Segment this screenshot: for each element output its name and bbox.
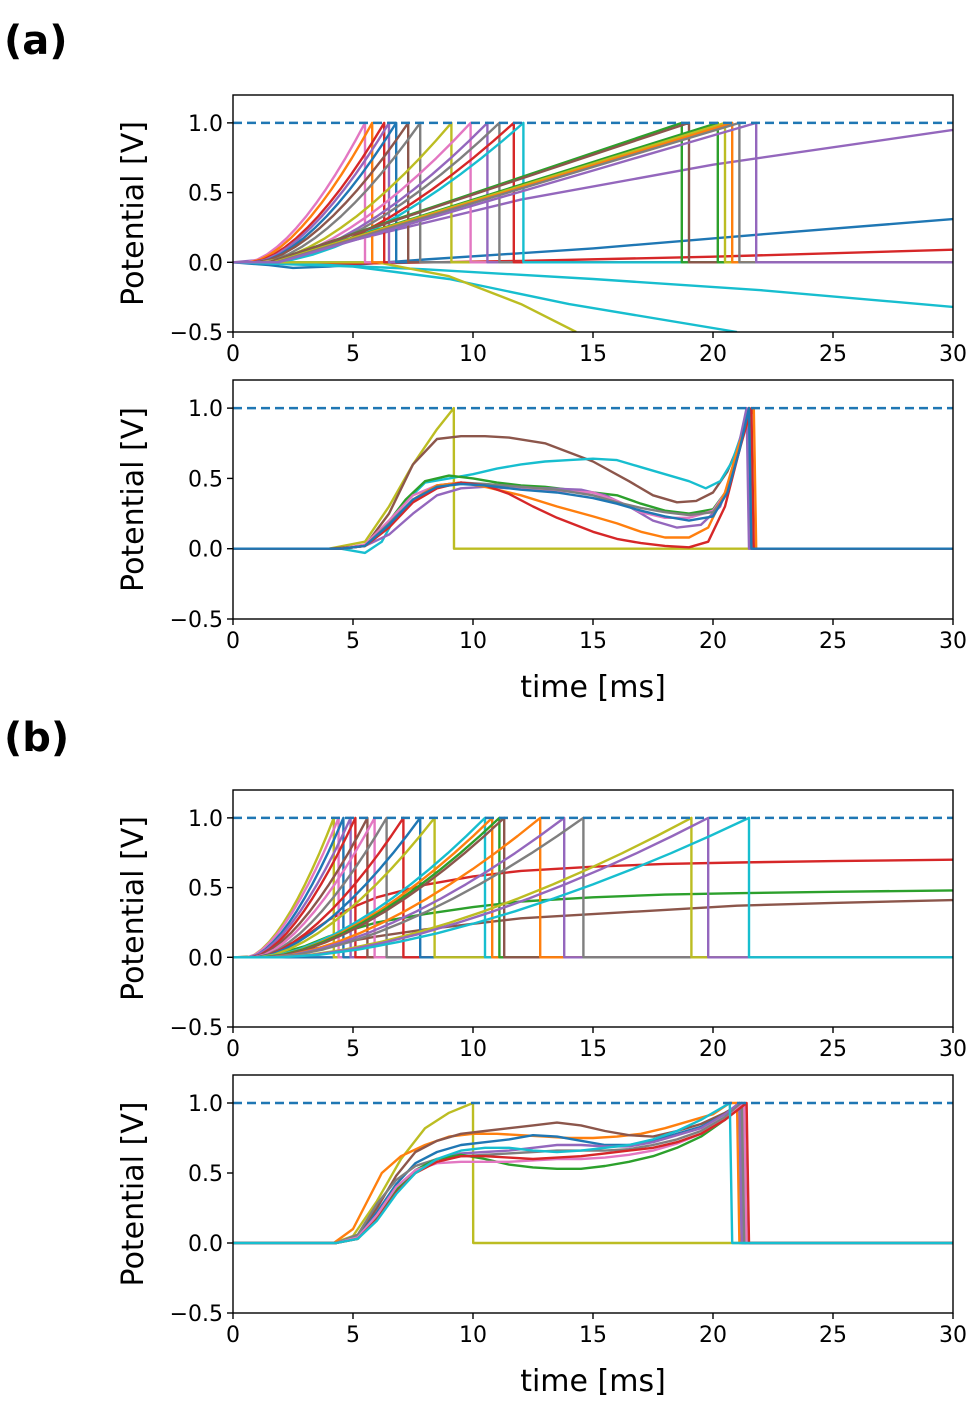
series-line-early-2 (233, 121, 953, 264)
y-tick-label: 0.0 (188, 1232, 223, 1257)
x-tick-label: 15 (579, 342, 607, 367)
x-tick-label: 20 (699, 629, 727, 654)
series-line-b-11 (233, 816, 953, 959)
series-line-green (233, 406, 953, 550)
x-tick-label: 5 (346, 342, 360, 367)
x-axis-label: time [ms] (520, 670, 666, 705)
x-tick-label: 20 (699, 342, 727, 367)
x-tick-label: 15 (579, 1037, 607, 1062)
series-line-blue (233, 1101, 953, 1245)
x-tick-label: 25 (819, 1323, 847, 1348)
y-tick-label: 1.0 (188, 807, 223, 832)
series-line-late-2 (233, 121, 953, 264)
y-tick-label: −0.5 (170, 1302, 223, 1327)
x-tick-label: 30 (939, 1323, 967, 1348)
y-tick-label: 1.0 (188, 397, 223, 422)
y-tick-label: 0.0 (188, 251, 223, 276)
y-axis-label: Potential [V] (116, 407, 151, 592)
series-line-gray (233, 406, 953, 550)
x-tick-label: 30 (939, 629, 967, 654)
series-line-cyan (233, 1101, 953, 1245)
series-line-orange (233, 1101, 953, 1245)
x-tick-label: 25 (819, 1037, 847, 1062)
y-tick-label: 0.5 (188, 1162, 223, 1187)
x-tick-label: 25 (819, 342, 847, 367)
series-line-mid-6 (233, 121, 953, 264)
panel-label-b: (b) (4, 715, 69, 761)
series-line-red (233, 406, 953, 550)
axes-frame (232, 1074, 954, 1314)
x-tick-label: 10 (459, 1037, 487, 1062)
series-line-early-4 (233, 121, 953, 264)
chart-b-top: 0 5 10 15 20 25 30 −0.5 0.0 0.5 1.0 Potential [V] (116, 789, 967, 1062)
y-axis-label: Potential [V] (116, 121, 151, 306)
series-line-brown (233, 1101, 953, 1245)
series-line-orange (233, 406, 953, 550)
series-line-gray (233, 1101, 953, 1245)
x-tick-label: 5 (346, 629, 360, 654)
x-axis-label: time [ms] (520, 1364, 666, 1399)
series-line-purple (233, 1101, 953, 1245)
x-tick-label: 15 (579, 1323, 607, 1348)
x-tick-label: 10 (459, 342, 487, 367)
y-axis-label: Potential [V] (116, 1102, 151, 1287)
series-line-b-7 (233, 816, 953, 959)
chart-a-bottom: 0 5 10 15 20 25 30 −0.5 0.0 0.5 1.0 Potential [V] ti… (116, 379, 967, 705)
y-tick-label: 0.5 (188, 182, 223, 207)
y-tick-label: −0.5 (170, 321, 223, 346)
series-line-olive-spike (233, 1101, 953, 1245)
x-tick-label: 15 (579, 629, 607, 654)
x-tick-label: 30 (939, 1037, 967, 1062)
x-tick-label: 5 (346, 1323, 360, 1348)
y-tick-label: 0.5 (188, 877, 223, 902)
series-line-green (233, 1101, 953, 1245)
x-tick-label: 30 (939, 342, 967, 367)
y-axis-label: Potential [V] (116, 816, 151, 1001)
series-line-b-18 (233, 816, 953, 959)
y-tick-label: 1.0 (188, 1092, 223, 1117)
x-tick-label: 20 (699, 1323, 727, 1348)
panel-label-a: (a) (4, 18, 68, 64)
series-line-blue (233, 406, 953, 550)
series-line-purple (233, 406, 953, 550)
x-tick-label: 5 (346, 1037, 360, 1062)
x-tick-label: 0 (226, 1037, 240, 1062)
axes-frame (232, 379, 954, 620)
series-line-neg-olive (233, 261, 577, 332)
series-line-b-15 (233, 816, 953, 959)
series-line-b-21 (233, 816, 953, 959)
chart-b-bottom: 0 5 10 15 20 25 30 −0.5 0.0 0.5 1.0 Potential [V] ti… (116, 1074, 967, 1399)
series-line-olive-spike (233, 406, 953, 550)
series-line-sat-green (233, 889, 953, 959)
x-tick-label: 25 (819, 629, 847, 654)
x-tick-label: 20 (699, 1037, 727, 1062)
series-line-neg-cyan (233, 261, 953, 309)
series-line-brown (233, 406, 953, 550)
series-line-early-1 (233, 121, 953, 264)
y-tick-label: 0.0 (188, 538, 223, 563)
series-line-neg-cyan-2 (233, 261, 738, 332)
y-tick-label: 0.0 (188, 946, 223, 971)
series-line-late-7 (233, 121, 953, 264)
series-line-pink (233, 1101, 953, 1245)
x-tick-label: 0 (226, 1323, 240, 1348)
series-line-pink (233, 406, 953, 550)
x-tick-label: 0 (226, 342, 240, 367)
x-tick-label: 10 (459, 1323, 487, 1348)
y-tick-label: 1.0 (188, 112, 223, 137)
series-line-early-6 (233, 121, 953, 264)
y-tick-label: −0.5 (170, 608, 223, 633)
chart-a-top: 0 5 10 15 20 25 30 −0.5 0.0 0.5 1.0 Potential [V] (116, 94, 967, 367)
y-tick-label: 0.5 (188, 467, 223, 492)
x-tick-label: 10 (459, 629, 487, 654)
y-tick-label: −0.5 (170, 1016, 223, 1041)
x-tick-label: 0 (226, 629, 240, 654)
series-line-b-4 (233, 816, 953, 959)
series-line-b-10 (233, 816, 953, 959)
series-line-b-6 (233, 816, 953, 959)
series-line-b-2 (233, 816, 953, 959)
series-line-red (233, 1101, 953, 1245)
